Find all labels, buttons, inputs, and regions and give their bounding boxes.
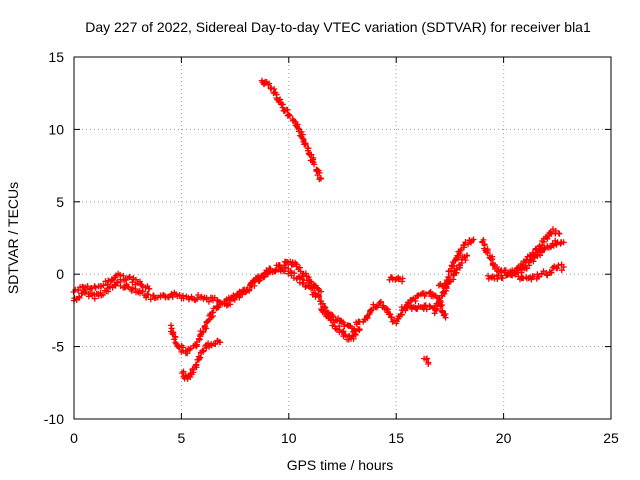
- data-point: [168, 322, 174, 328]
- series-arc-o: [479, 237, 566, 277]
- plot-frame: [74, 57, 611, 419]
- series-arc-e: [168, 302, 223, 357]
- grid-lines: [74, 57, 611, 419]
- y-tick-label: -5: [52, 339, 65, 355]
- series-arc-m: [436, 236, 477, 289]
- x-tick-label: 10: [281, 430, 297, 446]
- sdtvar-chart: Day 227 of 2022, Sidereal Day-to-day VTE…: [0, 0, 640, 480]
- y-tick-label: -10: [44, 411, 64, 427]
- x-tick-label: 5: [178, 430, 186, 446]
- chart-title: Day 227 of 2022, Sidereal Day-to-day VTE…: [85, 19, 591, 35]
- x-tick-label: 20: [496, 430, 512, 446]
- data-point: [424, 356, 430, 362]
- axis-ticks: 0 5 10 15 20 25 -10 -5 0 5 10 15: [44, 49, 619, 446]
- series-arc-h: [360, 299, 397, 325]
- series-arc-l: [421, 356, 431, 368]
- series-arc-c: [222, 264, 363, 334]
- x-tick-label: 0: [70, 430, 78, 446]
- series-arc-i: [387, 274, 406, 284]
- x-tick-label: 25: [603, 430, 619, 446]
- y-tick-label: 10: [48, 121, 64, 137]
- y-tick-label: 0: [56, 266, 64, 282]
- x-axis-label: GPS time / hours: [287, 457, 394, 473]
- x-tick-label: 15: [388, 430, 404, 446]
- data-points: [71, 78, 567, 382]
- series-arc-g: [259, 78, 324, 183]
- y-axis-label: SDTVAR / TECUs: [5, 182, 21, 294]
- data-point: [556, 231, 562, 237]
- y-tick-label: 5: [56, 194, 64, 210]
- series-arc-f: [179, 338, 223, 382]
- y-tick-label: 15: [48, 49, 64, 65]
